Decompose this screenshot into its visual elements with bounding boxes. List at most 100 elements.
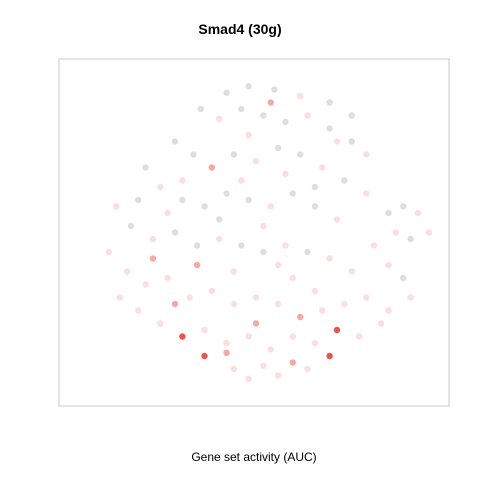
scatter-point [400, 203, 407, 210]
scatter-point [223, 339, 230, 347]
scatter-point [348, 112, 355, 119]
scatter-point [326, 99, 333, 106]
scatter-point [201, 326, 208, 334]
scatter-point [135, 196, 142, 204]
scatter-point [193, 261, 201, 269]
scatter-point [363, 151, 370, 158]
scatter-point [274, 300, 282, 308]
scatter-point [260, 248, 267, 256]
scatter-point [267, 203, 274, 210]
scatter-point [289, 359, 296, 366]
scatter-point [245, 83, 252, 90]
scatter-point [179, 177, 186, 184]
scatter-point [230, 268, 238, 275]
scatter-point [238, 242, 245, 249]
scatter-point [363, 190, 370, 197]
scatter-point [385, 209, 392, 217]
scatter-point [289, 190, 296, 197]
scatter-point [304, 365, 311, 373]
scatter-point [164, 274, 171, 282]
scatter-point [355, 333, 363, 340]
scatter-point [407, 294, 414, 301]
chart-title: Smad4 (30g) [198, 21, 282, 37]
scatter-point [105, 248, 113, 256]
scatter-point [238, 177, 245, 184]
scatter-point [252, 294, 260, 301]
scatter-point [230, 300, 238, 308]
scatter-point [363, 294, 370, 301]
scatter-point [149, 255, 157, 262]
scatter-point [127, 222, 135, 230]
scatter-point [297, 151, 304, 158]
scatter-point [274, 144, 282, 152]
scatter-point [267, 346, 274, 353]
scatter-point [157, 183, 164, 191]
scatter-point [274, 261, 282, 269]
plot-panel-border [58, 58, 450, 407]
scatter-point [190, 151, 197, 158]
scatter-point [252, 320, 260, 327]
scatter-point [333, 326, 341, 334]
scatter-point [179, 333, 186, 340]
scatter-point [414, 209, 422, 217]
scatter-point [304, 112, 311, 119]
scatter-point [252, 157, 260, 165]
scatter-point [370, 242, 377, 249]
x-axis-label: Gene set activity (AUC) [191, 450, 317, 464]
scatter-point [171, 300, 179, 308]
scatter-point [260, 362, 267, 369]
scatter-point [230, 151, 238, 158]
scatter-point [245, 196, 252, 204]
scatter-point [216, 115, 223, 123]
scatter-point [326, 255, 333, 262]
scatter-point [142, 164, 149, 171]
scatter-point [311, 183, 319, 191]
scatter-point [392, 229, 399, 236]
scatter-point [113, 203, 120, 210]
scatter-point [400, 274, 407, 282]
scatter-point [216, 216, 223, 223]
scatter-point [171, 138, 179, 145]
scatter-point [260, 222, 267, 230]
scatter-point [297, 313, 304, 321]
scatter-point [326, 125, 333, 132]
scatter-point [341, 300, 348, 308]
scatter-point [124, 268, 131, 275]
scatter-point [311, 287, 319, 295]
scatter-point [164, 209, 171, 217]
scatter-point [245, 333, 252, 340]
scatter-point [282, 242, 289, 249]
scatter-point [274, 372, 282, 379]
scatter-point [289, 333, 296, 340]
scatter-point [377, 320, 385, 327]
scatter-point [245, 131, 252, 139]
scatter-point [208, 164, 215, 171]
scatter-point [297, 92, 304, 100]
scatter-point [385, 261, 392, 269]
scatter-point [193, 242, 201, 249]
scatter-point [333, 138, 341, 145]
scatter-point [135, 307, 142, 314]
scatter-point [201, 203, 208, 210]
scatter-point [260, 112, 267, 119]
scatter-point [197, 105, 204, 113]
scatter-point [319, 164, 326, 171]
scatter-point [271, 86, 278, 93]
scatter-point [230, 365, 238, 373]
scatter-point [186, 294, 193, 301]
scatter-point [223, 89, 230, 97]
scatter-point [223, 190, 230, 197]
scatter-point [201, 352, 208, 360]
scatter-point [157, 320, 164, 327]
scatter-point [289, 274, 296, 282]
scatter-point [348, 138, 355, 145]
scatter-point [425, 229, 433, 236]
scatter-point [216, 235, 223, 243]
scatter-point [149, 235, 157, 243]
scatter-point [179, 196, 186, 204]
scatter-point [238, 105, 245, 113]
scatter-point [142, 281, 149, 288]
scatter-point [282, 170, 289, 178]
scatter-point [326, 352, 333, 360]
